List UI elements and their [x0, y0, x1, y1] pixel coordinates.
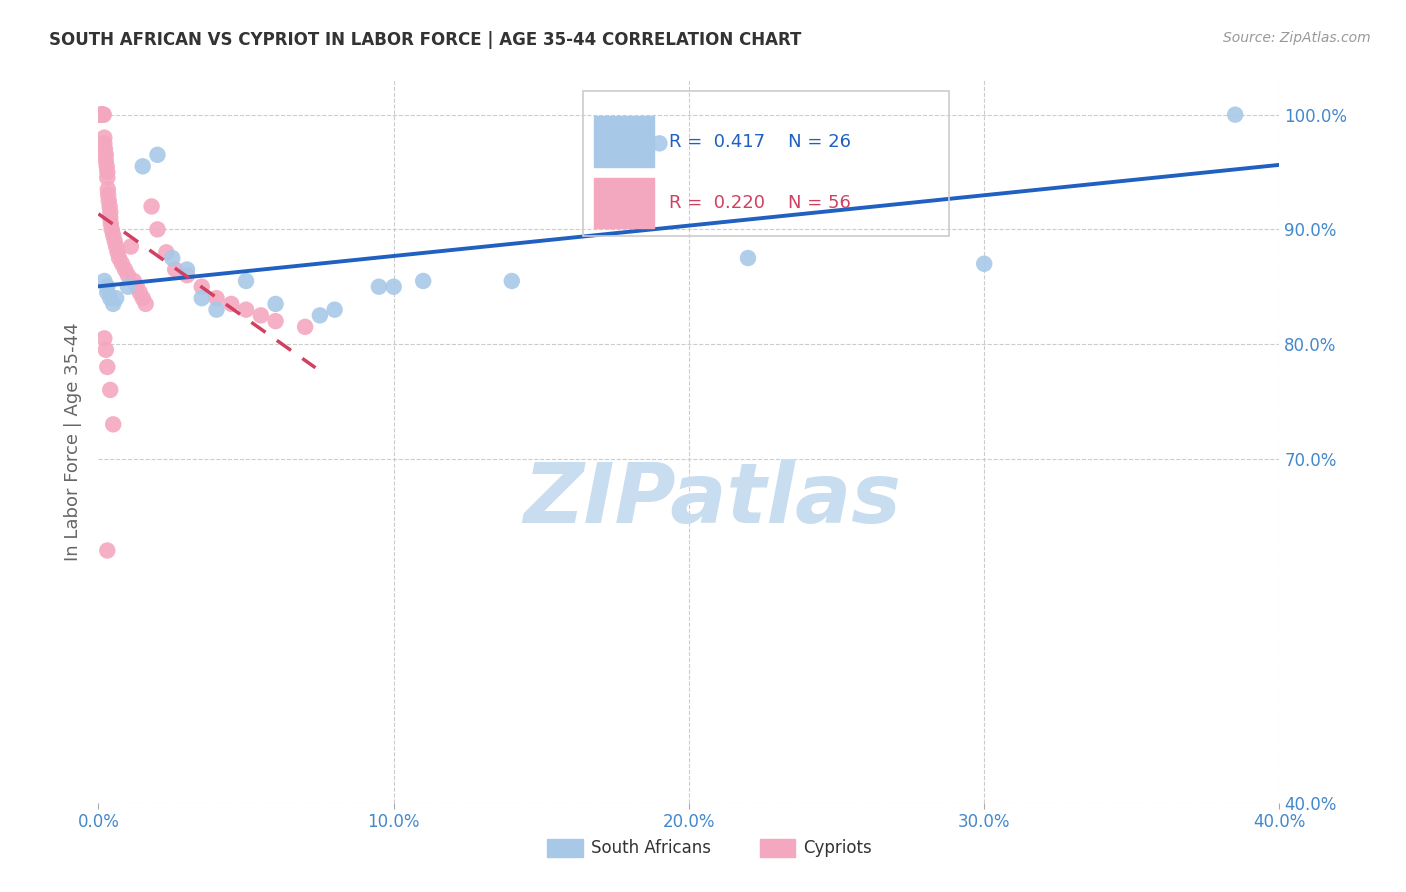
Point — [648, 136, 671, 151]
Point — [98, 205, 121, 219]
Point — [737, 251, 759, 265]
Point — [98, 291, 121, 305]
Point — [100, 217, 122, 231]
Point — [93, 136, 115, 151]
Point — [122, 274, 145, 288]
Point — [165, 262, 187, 277]
Point — [120, 239, 142, 253]
Text: ZIPatlas: ZIPatlas — [523, 458, 901, 540]
Point — [176, 268, 198, 283]
Point — [323, 302, 346, 317]
Bar — [595, 178, 654, 228]
Point — [132, 291, 155, 305]
Point — [93, 274, 115, 288]
Point — [191, 279, 214, 293]
Point — [93, 130, 115, 145]
Point — [111, 257, 134, 271]
Point — [90, 108, 112, 122]
Point — [412, 274, 434, 288]
Point — [96, 159, 118, 173]
Point — [605, 148, 627, 162]
Point — [96, 359, 118, 374]
Point — [91, 108, 114, 122]
Point — [96, 279, 118, 293]
Point — [128, 285, 150, 300]
Point — [94, 142, 117, 156]
Point — [98, 199, 121, 213]
Point — [105, 291, 128, 305]
Bar — [595, 117, 654, 167]
Point — [98, 211, 121, 225]
Y-axis label: In Labor Force | Age 35-44: In Labor Force | Age 35-44 — [63, 322, 82, 561]
Point — [368, 279, 391, 293]
Point — [114, 262, 136, 277]
Point — [96, 543, 118, 558]
Bar — [759, 838, 796, 857]
Text: SOUTH AFRICAN VS CYPRIOT IN LABOR FORCE | AGE 35-44 CORRELATION CHART: SOUTH AFRICAN VS CYPRIOT IN LABOR FORCE … — [49, 31, 801, 49]
Point — [141, 199, 163, 213]
Point — [501, 274, 523, 288]
Point — [89, 108, 111, 122]
Point — [973, 257, 995, 271]
Point — [94, 148, 117, 162]
Point — [146, 148, 169, 162]
Point — [117, 268, 139, 283]
Point — [264, 297, 287, 311]
Point — [235, 302, 257, 317]
Point — [1225, 108, 1247, 122]
Point — [97, 188, 120, 202]
Point — [103, 297, 125, 311]
Text: R =  0.417    N = 26: R = 0.417 N = 26 — [669, 133, 851, 151]
Point — [162, 251, 183, 265]
Point — [205, 302, 228, 317]
Point — [205, 291, 228, 305]
Point — [98, 383, 121, 397]
Text: R =  0.220    N = 56: R = 0.220 N = 56 — [669, 194, 851, 212]
Point — [146, 222, 169, 236]
Point — [176, 262, 198, 277]
Text: Cypriots: Cypriots — [803, 839, 872, 857]
Point — [91, 108, 114, 122]
Point — [96, 170, 118, 185]
Point — [104, 234, 127, 248]
Point — [91, 108, 114, 122]
Point — [382, 279, 405, 293]
Text: South Africans: South Africans — [591, 839, 711, 857]
Point — [94, 153, 117, 168]
Point — [94, 343, 117, 357]
Point — [90, 108, 112, 122]
Point — [155, 245, 177, 260]
Point — [103, 228, 125, 243]
Point — [96, 285, 118, 300]
Point — [135, 297, 157, 311]
Point — [93, 108, 115, 122]
Point — [250, 309, 273, 323]
Point — [309, 309, 332, 323]
Point — [96, 165, 118, 179]
Point — [100, 222, 122, 236]
Point — [294, 319, 316, 334]
Point — [264, 314, 287, 328]
Point — [107, 245, 129, 260]
Bar — [582, 91, 949, 235]
Point — [105, 239, 128, 253]
Point — [108, 251, 131, 265]
Point — [132, 159, 155, 173]
Point — [93, 331, 115, 345]
Point — [221, 297, 243, 311]
Point — [91, 108, 114, 122]
Point — [117, 279, 139, 293]
Bar — [547, 838, 582, 857]
Point — [103, 417, 125, 432]
Text: Source: ZipAtlas.com: Source: ZipAtlas.com — [1223, 31, 1371, 45]
Point — [97, 182, 120, 196]
Point — [97, 194, 120, 208]
Point — [125, 279, 148, 293]
Point — [191, 291, 214, 305]
Point — [235, 274, 257, 288]
